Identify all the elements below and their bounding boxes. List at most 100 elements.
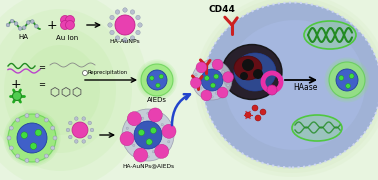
Circle shape — [225, 79, 227, 81]
Circle shape — [141, 117, 144, 120]
Circle shape — [3, 109, 60, 166]
Circle shape — [5, 111, 59, 165]
Circle shape — [60, 15, 70, 24]
Circle shape — [8, 114, 56, 162]
Circle shape — [260, 109, 266, 115]
Circle shape — [82, 117, 85, 120]
Circle shape — [245, 112, 251, 118]
Circle shape — [201, 90, 212, 101]
Text: AIEDs: AIEDs — [147, 97, 167, 103]
Text: HAase: HAase — [293, 82, 317, 91]
Text: +: + — [47, 19, 57, 32]
Circle shape — [51, 126, 55, 130]
Circle shape — [211, 96, 213, 98]
Circle shape — [8, 114, 56, 162]
Ellipse shape — [292, 115, 342, 141]
Circle shape — [30, 143, 37, 149]
Circle shape — [134, 116, 136, 119]
Circle shape — [6, 112, 57, 163]
Circle shape — [65, 21, 74, 30]
Circle shape — [141, 64, 173, 96]
Circle shape — [14, 22, 18, 25]
Ellipse shape — [0, 9, 132, 171]
Text: Reprecipitation: Reprecipitation — [88, 69, 128, 75]
Circle shape — [133, 144, 135, 147]
Circle shape — [200, 87, 202, 89]
Circle shape — [65, 15, 74, 24]
Ellipse shape — [20, 45, 100, 135]
Circle shape — [90, 128, 94, 132]
Circle shape — [68, 121, 72, 125]
Circle shape — [195, 74, 197, 76]
Circle shape — [329, 62, 365, 98]
Circle shape — [139, 62, 175, 98]
Circle shape — [147, 70, 167, 90]
Circle shape — [74, 140, 78, 143]
Circle shape — [34, 24, 38, 28]
Circle shape — [129, 134, 132, 136]
Circle shape — [126, 141, 129, 143]
Circle shape — [148, 108, 162, 122]
Circle shape — [115, 36, 120, 40]
Circle shape — [88, 121, 91, 125]
Circle shape — [74, 117, 78, 120]
Circle shape — [15, 118, 20, 122]
Circle shape — [26, 21, 30, 24]
Text: Au Ion: Au Ion — [56, 35, 78, 41]
Circle shape — [150, 127, 156, 134]
Circle shape — [7, 136, 11, 140]
Circle shape — [25, 114, 29, 118]
Circle shape — [192, 60, 232, 100]
Circle shape — [53, 136, 57, 140]
Circle shape — [240, 72, 248, 80]
Circle shape — [155, 144, 169, 158]
Ellipse shape — [195, 0, 378, 177]
Circle shape — [138, 61, 176, 99]
Circle shape — [126, 127, 129, 129]
Circle shape — [25, 158, 29, 162]
Circle shape — [130, 10, 135, 14]
Circle shape — [110, 15, 114, 20]
Circle shape — [44, 118, 48, 122]
Circle shape — [133, 123, 135, 126]
Circle shape — [147, 156, 149, 158]
Circle shape — [68, 135, 72, 139]
Circle shape — [329, 62, 365, 98]
Circle shape — [66, 128, 70, 132]
Circle shape — [10, 19, 14, 23]
Circle shape — [122, 109, 174, 161]
Circle shape — [134, 151, 136, 154]
Circle shape — [197, 79, 200, 81]
Circle shape — [152, 150, 155, 153]
Circle shape — [253, 69, 263, 79]
Circle shape — [22, 26, 26, 29]
Circle shape — [196, 62, 207, 73]
Circle shape — [17, 123, 47, 153]
Circle shape — [123, 38, 127, 42]
Text: HA-AuNPs@AIEDs: HA-AuNPs@AIEDs — [122, 163, 174, 168]
Circle shape — [215, 66, 217, 68]
Circle shape — [336, 69, 358, 91]
Circle shape — [201, 65, 203, 68]
Ellipse shape — [203, 3, 378, 168]
Circle shape — [9, 126, 13, 130]
Circle shape — [72, 122, 88, 138]
Circle shape — [222, 71, 224, 73]
Circle shape — [211, 62, 213, 64]
Circle shape — [212, 59, 223, 70]
Circle shape — [51, 146, 55, 150]
Text: =: = — [39, 80, 45, 89]
Circle shape — [60, 21, 70, 30]
Ellipse shape — [225, 20, 365, 150]
Circle shape — [35, 158, 39, 162]
Text: HA: HA — [18, 34, 28, 40]
Circle shape — [6, 23, 10, 27]
Ellipse shape — [234, 56, 262, 80]
Circle shape — [9, 146, 13, 150]
Circle shape — [206, 92, 209, 94]
Circle shape — [82, 71, 87, 75]
Circle shape — [12, 91, 22, 100]
Circle shape — [31, 20, 34, 23]
Circle shape — [167, 141, 170, 143]
Circle shape — [267, 85, 277, 95]
